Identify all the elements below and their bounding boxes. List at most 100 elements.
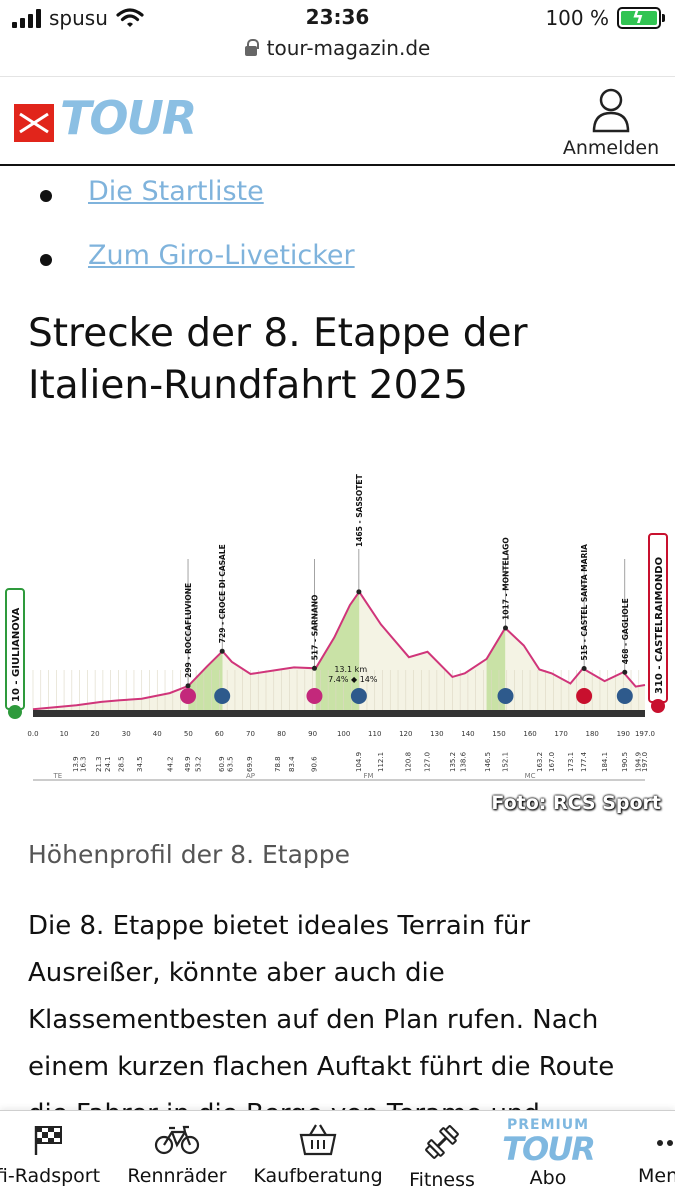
article-heading: Strecke der 8. Etappe der Italien-Rundfa… xyxy=(28,311,528,408)
segment-km-label: 135.2 xyxy=(449,752,457,772)
nav-item-kaufberatung[interactable]: Kaufberatung xyxy=(252,1123,384,1187)
status-bar: spusu 23:36 100 % ϟ xyxy=(0,0,675,38)
stage-profile-image[interactable]: 0.0 10 20 30 40 50 60 70 80 90 100 110 120 130 140 150 1… xyxy=(0,463,675,814)
segment-km-label: 83.4 xyxy=(288,756,296,772)
nav-item-menu[interactable]: Men xyxy=(628,1123,675,1187)
poi-label: 468 - GAGLIOLE xyxy=(621,598,630,664)
nav-label: Rennräder xyxy=(127,1165,227,1187)
site-header: TOUR Anmelden xyxy=(0,76,675,166)
km-tick-label: 90 xyxy=(308,730,317,738)
km-tick-label: 30 xyxy=(122,730,131,738)
flag-icon xyxy=(34,1126,62,1155)
segment-km-label: 152.1 xyxy=(502,752,510,772)
nav-label: fi-Radsport xyxy=(0,1165,101,1187)
battery-percent: 100 % xyxy=(545,6,609,30)
km-tick-label: 140 xyxy=(461,730,474,738)
poi-label: 299 - ROCCAFLUVIONE xyxy=(184,583,193,678)
nav-item-abo[interactable]: PREMIUM TOUR Abo xyxy=(498,1117,598,1189)
url-text: tour-magazin.de xyxy=(266,36,431,60)
nav-label: Kaufberatung xyxy=(253,1165,383,1187)
stage-marker xyxy=(350,688,367,704)
region-label: FM xyxy=(363,772,373,780)
carrier-name: spusu xyxy=(49,6,108,30)
bullet-dot xyxy=(40,190,52,202)
image-credit: Foto: RCS Sport xyxy=(491,792,661,814)
poi-label: 1017 - MONTELAGO xyxy=(502,537,511,620)
stage-marker xyxy=(576,688,593,704)
segment-km-label: 173.1 xyxy=(567,752,575,772)
elevation-profile: 0.0 10 20 30 40 50 60 70 80 90 100 110 120 130 140 150 1… xyxy=(5,463,668,781)
start-label: 10 - GIULIANOVA xyxy=(11,607,22,702)
segment-km-label: 112.1 xyxy=(377,752,385,772)
liveticker-link[interactable]: Zum Giro-Liveticker xyxy=(88,240,355,271)
poi-dot xyxy=(356,589,362,595)
poi-dot xyxy=(185,683,191,689)
climb-grade: 7.4% ◆ 14% xyxy=(328,675,378,684)
km-tick-label: 150 xyxy=(492,730,505,738)
segment-km-label: 120.8 xyxy=(404,752,412,772)
climb-info: 13.1 km xyxy=(334,665,367,674)
login-button[interactable]: Anmelden xyxy=(561,87,661,159)
segment-km-label: 104.9 xyxy=(355,752,363,772)
nav-item-rennraeder[interactable]: Rennräder xyxy=(122,1123,232,1187)
lock-icon xyxy=(244,39,259,56)
basket-icon xyxy=(299,1124,337,1156)
poi-dot xyxy=(622,669,628,675)
region-label: MC xyxy=(525,772,536,780)
login-label: Anmelden xyxy=(562,137,660,159)
segment-km-label: 34.5 xyxy=(136,756,144,772)
bottom-navigation: fi-Radsport Rennräder Kaufberatung Fitn xyxy=(0,1110,675,1200)
km-tick-label: 180 xyxy=(586,730,599,738)
finish-flag-icon xyxy=(651,699,665,713)
segment-km-label: 28.5 xyxy=(118,756,126,772)
nav-label: Fitness xyxy=(409,1169,475,1191)
bullet-dot xyxy=(40,254,52,266)
segment-km-label: 21.3 xyxy=(95,756,103,772)
km-tick-label: 40 xyxy=(153,730,162,738)
tour-logo-text[interactable]: TOUR xyxy=(60,91,197,145)
segment-km-label: 197.0 xyxy=(641,752,649,772)
segment-km-label: 90.6 xyxy=(310,756,318,772)
km-tick-label: 110 xyxy=(368,730,381,738)
segment-km-label: 13.9 xyxy=(72,756,80,772)
tour-logo-mark[interactable] xyxy=(14,104,54,142)
nav-label: Abo xyxy=(529,1167,567,1189)
segment-km-label: 190.5 xyxy=(621,752,629,772)
clock: 23:36 xyxy=(305,5,370,29)
article-body: Die 8. Etappe bietet ideales Terrain für… xyxy=(28,911,615,1129)
nav-label: Men xyxy=(638,1165,675,1187)
startlist-link[interactable]: Die Startliste xyxy=(88,176,264,207)
premium-tour-logo: TOUR xyxy=(502,1130,596,1168)
segment-km-label: 69.9 xyxy=(246,756,254,772)
stage-marker xyxy=(306,688,323,704)
dumbbell-icon xyxy=(425,1125,459,1159)
poi-label: 515 - CASTEL SANTA MARIA xyxy=(580,544,589,661)
more-icon xyxy=(657,1140,673,1146)
km-tick-label: 130 xyxy=(430,730,443,738)
profile-baseline xyxy=(33,710,645,717)
premium-badge: PREMIUM xyxy=(506,1117,590,1133)
km-tick-label: 50 xyxy=(184,730,193,738)
battery-charging-icon: ϟ xyxy=(617,7,665,29)
segment-km-label: 184.1 xyxy=(601,752,609,772)
poi-label: 729 - CROCE DI CASALE xyxy=(218,544,227,643)
km-tick-label: 70 xyxy=(246,730,255,738)
poi-dot xyxy=(503,625,509,631)
km-tick-label: 160 xyxy=(523,730,536,738)
segment-km-label: 146.5 xyxy=(484,752,492,772)
address-bar[interactable]: tour-magazin.de xyxy=(0,36,675,66)
segment-km-label: 60.9 xyxy=(218,756,226,772)
segment-km-label: 177.4 xyxy=(580,751,588,772)
km-tick-label: 197.0 xyxy=(635,730,655,738)
wifi-icon xyxy=(116,8,144,27)
segment-km-label: 138.6 xyxy=(460,751,468,772)
nav-item-fitness[interactable]: Fitness xyxy=(402,1123,482,1191)
nav-item-profi-radsport[interactable]: fi-Radsport xyxy=(0,1123,104,1187)
cellular-signal-icon xyxy=(12,8,41,28)
stage-marker xyxy=(180,688,197,704)
km-tick-label: 20 xyxy=(91,730,100,738)
finish-label: 310 - CASTELRAIMONDO xyxy=(654,557,665,694)
poi-label: 1465 - SASSOTETTO xyxy=(355,474,364,547)
poi-label: 517 - SARNANO xyxy=(310,595,319,661)
climb-highlight xyxy=(188,651,223,710)
